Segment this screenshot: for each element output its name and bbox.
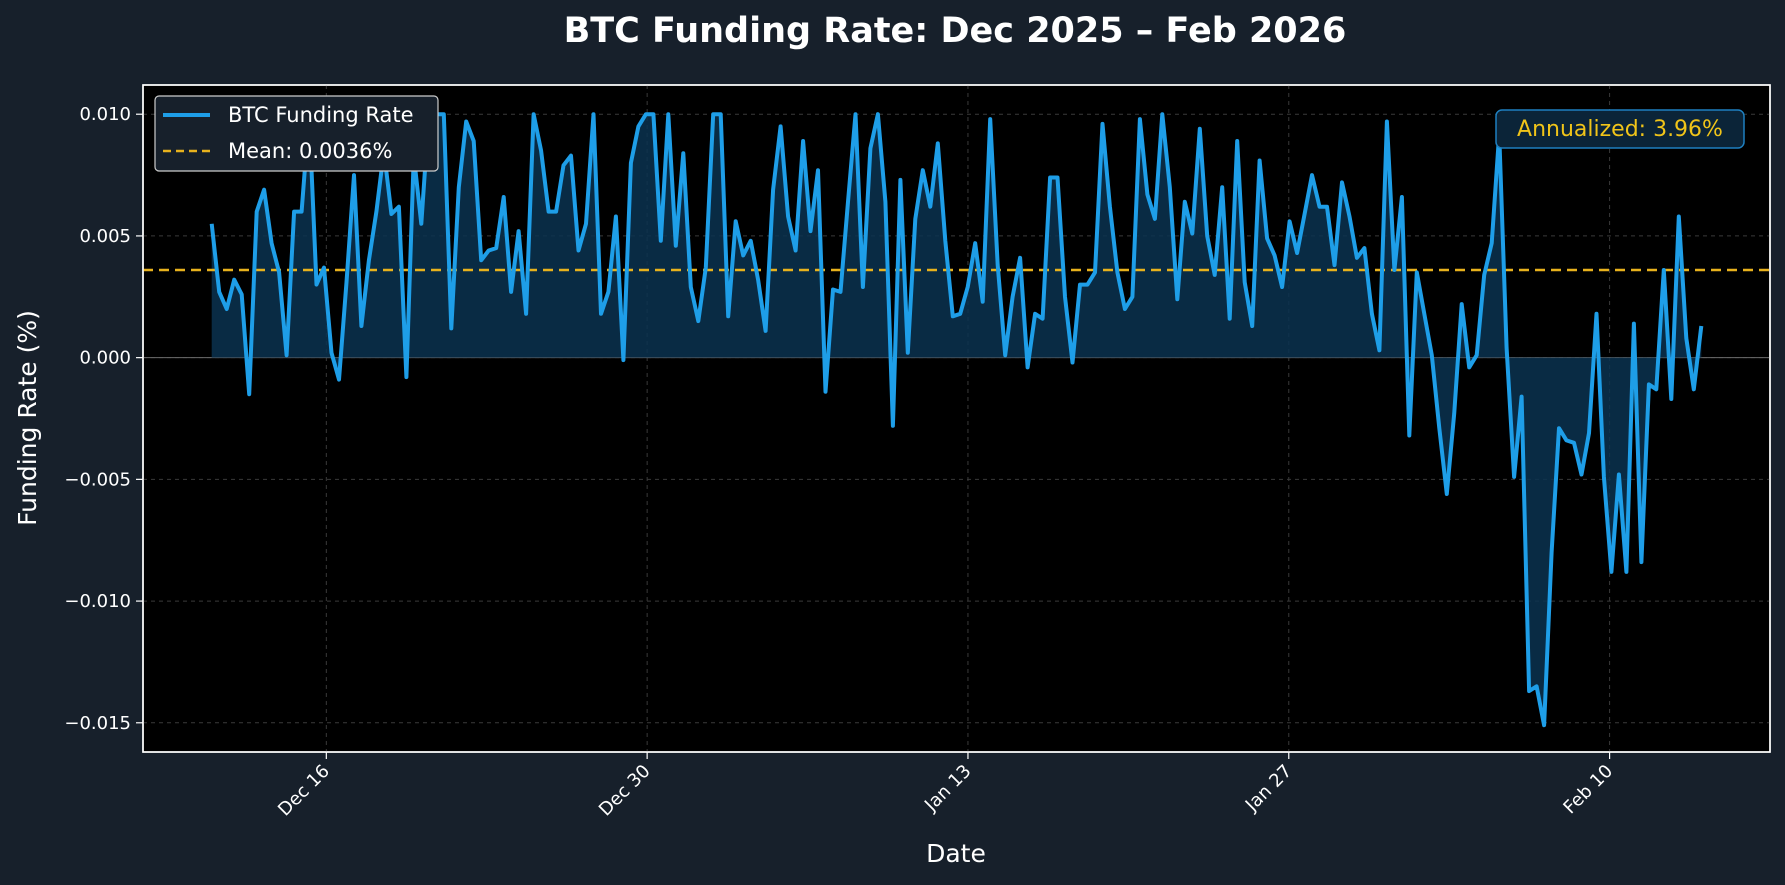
y-tick-label: 0.000: [79, 348, 131, 369]
x-tick-label: Jan 27: [1241, 761, 1296, 816]
legend: BTC Funding Rate Mean: 0.0036%: [154, 95, 439, 172]
funding-rate-line: [209, 112, 1704, 728]
y-tick-label: −0.015: [64, 713, 131, 734]
y-tick-label: −0.010: [64, 591, 131, 612]
annotation-text: Annualized: 3.96%: [1517, 117, 1723, 142]
y-axis-ticks: 0.010 0.005 0.000 −0.005 −0.010 −0.015: [64, 104, 143, 734]
x-tick-label: Jan 13: [920, 761, 975, 816]
annualized-annotation: Annualized: 3.96%: [1495, 109, 1745, 149]
x-tick-label: Dec 16: [274, 761, 334, 821]
legend-box: [154, 95, 439, 172]
y-tick-label: 0.005: [79, 226, 131, 247]
x-tick-label: Dec 30: [595, 761, 655, 821]
funding-rate-area: [211, 114, 1702, 726]
x-axis-label: Date: [926, 839, 986, 868]
y-tick-label: 0.010: [79, 104, 131, 125]
legend-label-mean: Mean: 0.0036%: [228, 139, 392, 163]
plot-frame: [142, 84, 1771, 753]
annotation-box: [1495, 109, 1745, 149]
x-tick-label: Feb 10: [1559, 761, 1617, 819]
y-axis-label: Funding Rate (%): [13, 310, 42, 526]
y-tick-label: −0.005: [64, 469, 131, 490]
chart-title: BTC Funding Rate: Dec 2025 – Feb 2026: [564, 11, 1347, 51]
x-axis-ticks: Dec 16 Dec 30 Jan 13 Jan 27 Feb 10: [274, 752, 1617, 820]
legend-label-series: BTC Funding Rate: [228, 103, 414, 127]
